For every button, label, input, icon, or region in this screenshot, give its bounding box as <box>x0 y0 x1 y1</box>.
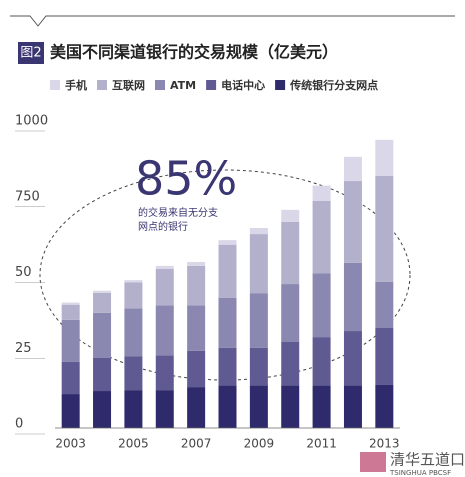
figure-label: 图2 <box>20 46 41 61</box>
bar-segment <box>93 391 112 428</box>
legend-swatch <box>50 80 60 90</box>
bar-segment <box>312 200 331 274</box>
bar-segment <box>61 394 80 428</box>
bar-segment <box>93 290 112 293</box>
bar-segment <box>155 265 174 269</box>
bar-segment <box>375 281 394 329</box>
bar-segment <box>155 355 174 391</box>
bar-segment <box>343 331 362 386</box>
annotation-ellipse <box>39 169 411 381</box>
legend-label: 电话中心 <box>221 78 265 92</box>
bar-segment <box>281 341 300 386</box>
bar-segment <box>343 385 362 428</box>
bar-segment <box>281 284 300 342</box>
bar-segment <box>312 385 331 428</box>
bar-segment <box>312 273 331 338</box>
bar-segment <box>187 305 206 351</box>
bar-segment <box>61 302 80 305</box>
chart-title: 美国不同渠道银行的交易规模（亿美元） <box>50 43 338 62</box>
bar-segment <box>281 385 300 428</box>
bar-segment <box>187 387 206 428</box>
bar-segment <box>124 280 143 283</box>
bar-segment <box>218 297 237 348</box>
bar-segment <box>124 390 143 428</box>
bar-segment <box>124 356 143 391</box>
legend-swatch <box>275 80 286 90</box>
x-tick-label: 2011 <box>306 437 337 451</box>
bar-segment <box>61 319 80 362</box>
legend-swatch <box>155 80 165 90</box>
x-tick-label: 2003 <box>55 437 86 451</box>
bar-segment <box>249 228 268 235</box>
annotation-text: 的交易来自无分支 <box>138 206 218 219</box>
bar-segment <box>249 293 268 348</box>
logo-name: 清华五道口 <box>390 451 465 469</box>
bar-segment <box>61 304 80 320</box>
y-tick-label: 25 <box>15 341 32 356</box>
bar-segment <box>124 282 143 309</box>
header-rule <box>10 15 455 27</box>
bar-segment <box>343 262 362 332</box>
legend-label: 手机 <box>65 78 87 92</box>
bar-segment <box>93 358 112 392</box>
bar-segment <box>375 139 394 176</box>
legend-swatch <box>97 80 107 90</box>
x-tick-label: 2005 <box>118 437 149 451</box>
bar-segment <box>375 328 394 385</box>
logo: 清华五道口 TSINGHUA PBCSF <box>360 451 465 477</box>
figure-label-box <box>18 42 44 64</box>
y-tick-label: 0 <box>15 417 23 432</box>
bar-segment <box>155 268 174 306</box>
y-tick-label: 50 <box>15 265 32 280</box>
x-tick-label: 2013 <box>369 437 400 451</box>
legend-label: 互联网 <box>112 78 145 92</box>
bar-segment <box>375 175 394 282</box>
x-tick-label: 2009 <box>244 437 275 451</box>
y-tick-label: 1000 <box>15 114 48 129</box>
bar-segment <box>187 350 206 388</box>
logo-subtitle: TSINGHUA PBCSF <box>389 469 451 477</box>
legend-label: 传统银行分支网点 <box>289 78 378 92</box>
bar-segment <box>93 312 112 359</box>
bar-segment <box>155 305 174 356</box>
bar-segment <box>218 347 237 386</box>
bar-segment <box>249 234 268 294</box>
y-tick-label: 750 <box>15 189 40 204</box>
bar-segment <box>93 292 112 313</box>
bar-segment <box>124 308 143 357</box>
logo-icon <box>360 452 386 472</box>
legend-label: ATM <box>170 79 196 92</box>
bar-segment <box>312 337 331 386</box>
bar-segment <box>281 209 300 222</box>
bar-segment <box>343 156 362 182</box>
bar-segment <box>218 244 237 298</box>
bar-segment <box>187 265 206 306</box>
bar-segment <box>343 181 362 263</box>
bar-segment <box>249 385 268 428</box>
bar-segment <box>375 384 394 428</box>
bar-segment <box>249 347 268 386</box>
bar-segment <box>312 185 331 201</box>
legend-swatch <box>206 80 217 90</box>
annotation-text: 网点的银行 <box>138 220 188 233</box>
bar-segment <box>187 261 206 266</box>
bar-segment <box>218 385 237 428</box>
bar-segment <box>218 240 237 245</box>
x-tick-label: 2007 <box>181 437 212 451</box>
bar-segment <box>281 221 300 285</box>
bar-segment <box>61 361 80 395</box>
bar-segment <box>155 390 174 428</box>
annotation-value: 85% <box>135 152 237 206</box>
